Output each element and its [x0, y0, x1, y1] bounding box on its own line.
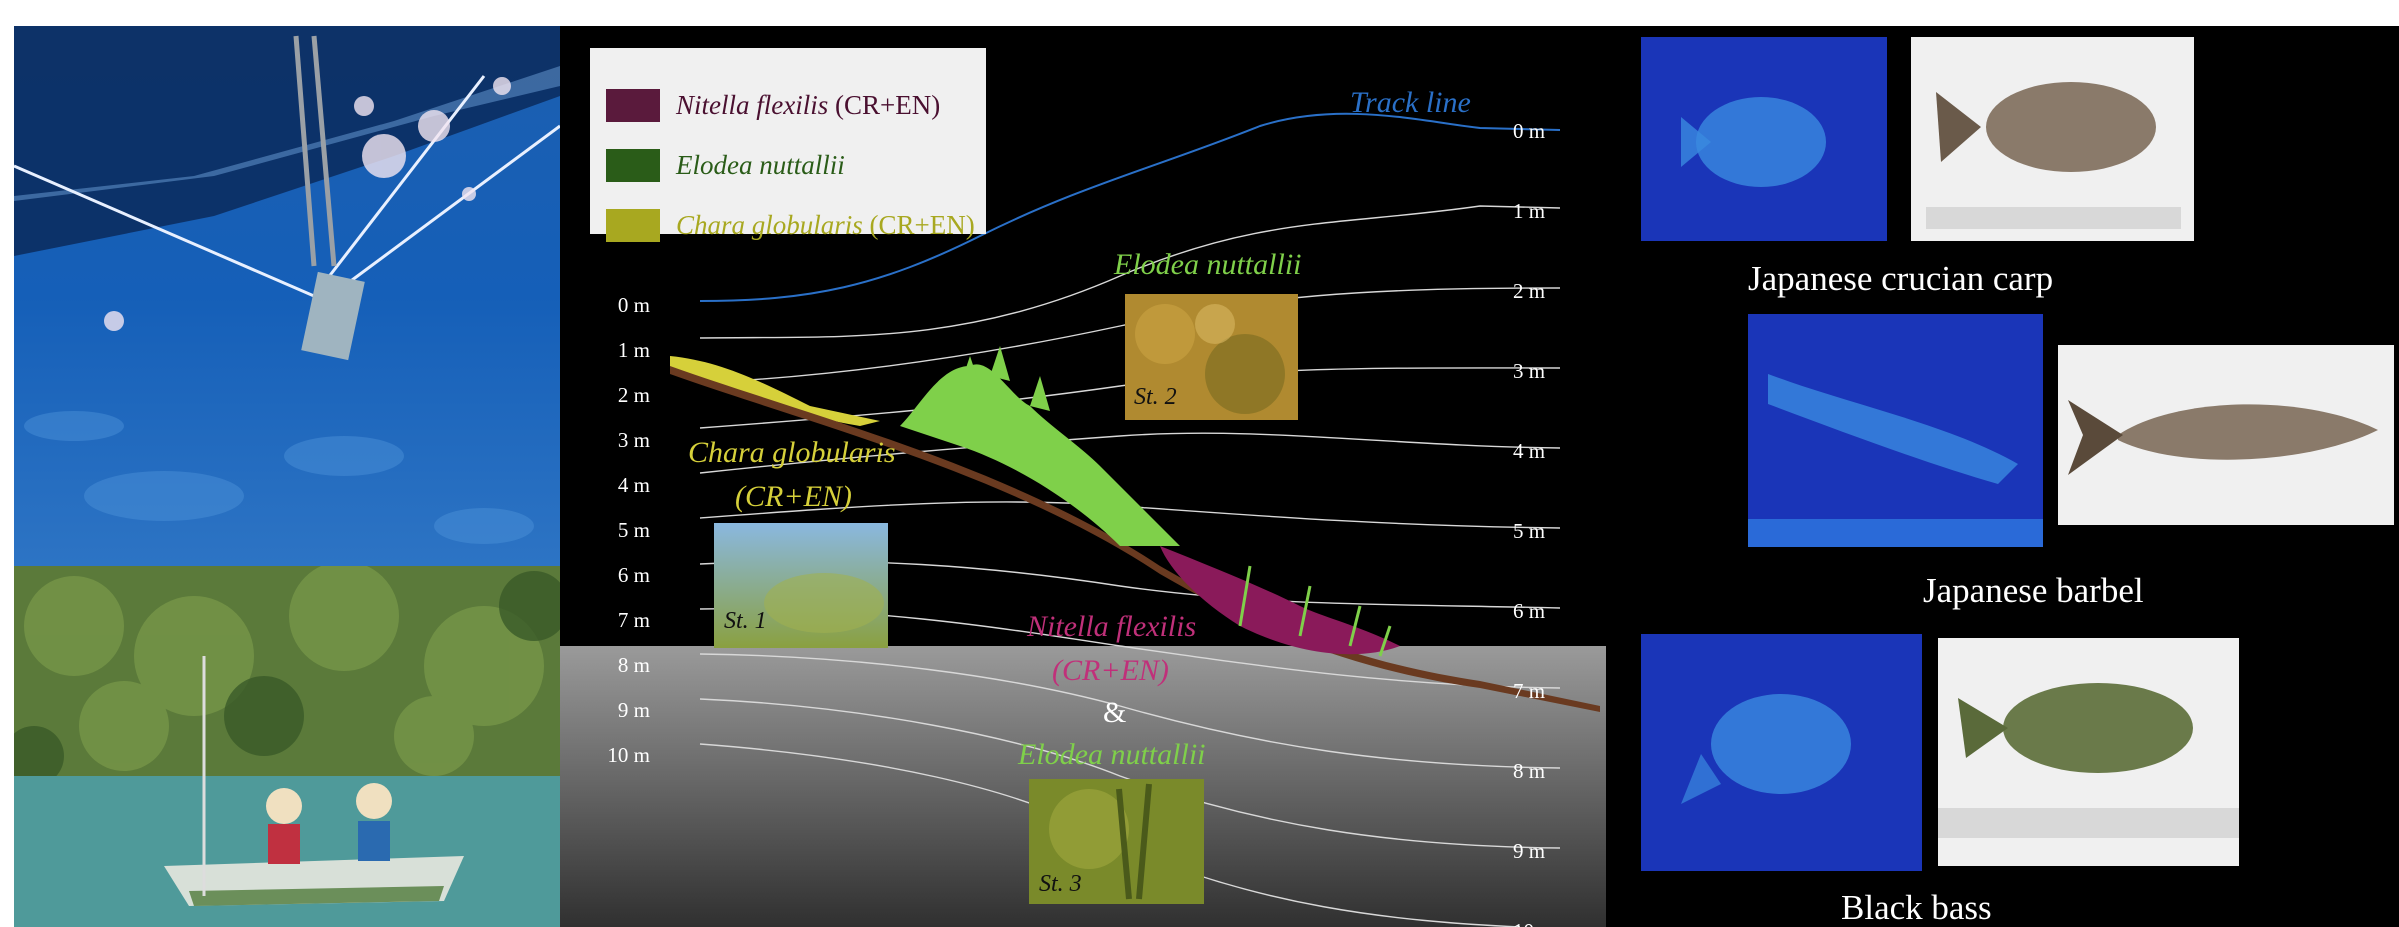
depth-tick-left: 7 m [580, 608, 650, 633]
fish-name-black-bass: Black bass [1841, 888, 1992, 927]
depth-tick-right: 6 m [1513, 599, 1545, 624]
depth-tick-right: 4 m [1513, 439, 1545, 464]
depth-tick-left: 0 m [580, 293, 650, 318]
legend-item-nitella: Nitella flexilis (CR+EN) [606, 86, 940, 124]
fish-photo-black-bass [1938, 638, 2239, 866]
fish-name-barbel: Japanese barbel [1923, 571, 2144, 611]
fish-photo-crucian-carp [1911, 37, 2194, 241]
legend-species: Elodea nuttallii [676, 150, 845, 180]
legend-species: Nitella flexilis [676, 90, 828, 120]
fish-name-crucian-carp: Japanese crucian carp [1748, 259, 2053, 299]
chara-band [670, 356, 880, 426]
boat-survey-photo [14, 566, 560, 927]
fish-photo-barbel [2058, 345, 2394, 525]
underwater-sonar-photo [14, 26, 560, 566]
depth-tick-right: 10 m [1513, 919, 1556, 927]
sonar-image-barbel [1748, 314, 2043, 547]
legend-label: Nitella flexilis (CR+EN) [676, 90, 940, 121]
chara-label-line2: (CR+EN) [735, 480, 852, 514]
station-3-label: St. 3 [1039, 871, 1082, 898]
sonar-image-black-bass [1641, 634, 1922, 871]
legend-swatch [606, 209, 660, 242]
field-photos [14, 26, 560, 927]
chara-label-line1: Chara globularis [688, 436, 896, 470]
vegetation-sonar-profile: Nitella flexilis (CR+EN) Elodea nuttalli… [560, 26, 1606, 927]
depth-tick-left: 3 m [580, 428, 650, 453]
station-1-label: St. 1 [724, 608, 767, 635]
legend-label: Elodea nuttallii [676, 150, 845, 181]
ampersand-label: & [1103, 696, 1126, 730]
depth-tick-left: 8 m [580, 653, 650, 678]
fish-sonar-panel: Japanese crucian carp Japanese barbel Bl… [1606, 26, 2399, 927]
depth-tick-left: 4 m [580, 473, 650, 498]
depth-tick-right: 1 m [1513, 199, 1545, 224]
depth-tick-left: 9 m [580, 698, 650, 723]
depth-tick-right: 8 m [1513, 759, 1545, 784]
depth-tick-right: 5 m [1513, 519, 1545, 544]
depth-tick-left: 1 m [580, 338, 650, 363]
legend-swatch [606, 149, 660, 182]
depth-tick-right: 9 m [1513, 839, 1545, 864]
nitella-label-line2: (CR+EN) [1052, 654, 1169, 688]
legend-status: (CR+EN) [863, 210, 975, 240]
legend-item-chara: Chara globularis (CR+EN) [606, 206, 975, 244]
legend: Nitella flexilis (CR+EN) Elodea nuttalli… [590, 48, 986, 234]
legend-status: (CR+EN) [828, 90, 940, 120]
legend-species: Chara globularis [676, 210, 863, 240]
depth-tick-right: 3 m [1513, 359, 1545, 384]
track-line-label: Track line [1350, 86, 1471, 120]
legend-swatch [606, 89, 660, 122]
sonar-image-crucian-carp [1641, 37, 1887, 241]
station-2-label: St. 2 [1134, 384, 1177, 411]
elodea-label-top: Elodea nuttallii [1114, 248, 1302, 282]
depth-tick-right: 0 m [1513, 119, 1545, 144]
depth-tick-right: 2 m [1513, 279, 1545, 304]
depth-tick-left: 6 m [580, 563, 650, 588]
depth-tick-right: 7 m [1513, 679, 1545, 704]
legend-item-elodea: Elodea nuttallii [606, 146, 845, 184]
depth-tick-left: 5 m [580, 518, 650, 543]
depth-tick-left: 2 m [580, 383, 650, 408]
legend-label: Chara globularis (CR+EN) [676, 210, 975, 241]
elodea-label-bottom: Elodea nuttallii [1018, 738, 1206, 772]
nitella-label-line1: Nitella flexilis [1027, 610, 1196, 644]
depth-tick-left: 10 m [580, 743, 650, 768]
